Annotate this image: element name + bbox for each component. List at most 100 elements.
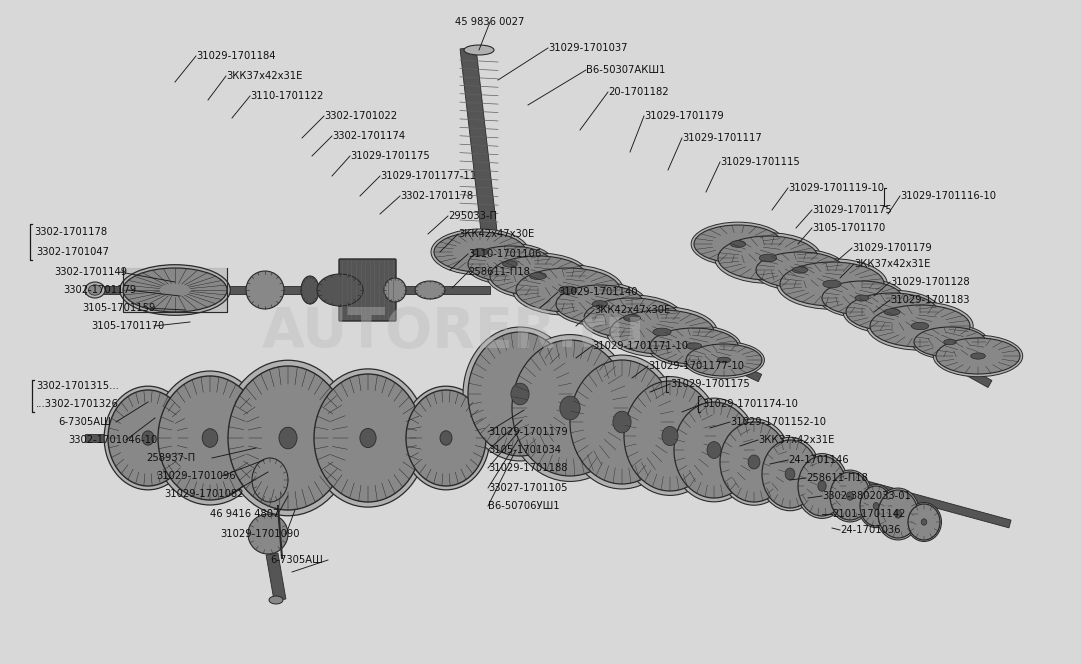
Ellipse shape: [858, 485, 894, 528]
Ellipse shape: [580, 295, 683, 341]
Ellipse shape: [717, 419, 791, 505]
Ellipse shape: [823, 280, 841, 288]
Ellipse shape: [556, 285, 644, 323]
Text: 258611-П18: 258611-П18: [806, 473, 868, 483]
Polygon shape: [486, 378, 1011, 528]
Ellipse shape: [907, 503, 942, 541]
Text: 31029-1701174-10: 31029-1701174-10: [702, 399, 798, 409]
Ellipse shape: [246, 271, 284, 309]
Ellipse shape: [402, 386, 490, 490]
Ellipse shape: [584, 298, 680, 338]
Text: 3110-1701106: 3110-1701106: [468, 249, 542, 259]
Ellipse shape: [731, 240, 746, 247]
Ellipse shape: [301, 276, 319, 304]
Text: 31029-1701117: 31029-1701117: [682, 133, 762, 143]
Ellipse shape: [670, 398, 758, 502]
Ellipse shape: [870, 305, 970, 347]
Polygon shape: [713, 228, 992, 388]
Polygon shape: [456, 234, 762, 382]
Ellipse shape: [756, 252, 844, 288]
Ellipse shape: [777, 259, 888, 309]
Ellipse shape: [108, 390, 188, 486]
Ellipse shape: [468, 246, 552, 282]
Ellipse shape: [613, 411, 631, 433]
Ellipse shape: [780, 262, 884, 306]
Ellipse shape: [85, 282, 105, 298]
Ellipse shape: [490, 256, 586, 296]
Ellipse shape: [158, 376, 262, 500]
FancyBboxPatch shape: [339, 259, 396, 321]
Ellipse shape: [828, 470, 872, 522]
Ellipse shape: [120, 265, 230, 315]
Ellipse shape: [592, 301, 608, 307]
Ellipse shape: [624, 381, 716, 491]
Ellipse shape: [921, 519, 926, 525]
Ellipse shape: [511, 383, 529, 405]
Ellipse shape: [936, 338, 1020, 374]
Ellipse shape: [142, 431, 154, 445]
Ellipse shape: [762, 440, 818, 508]
Text: 31029-1701177-11: 31029-1701177-11: [381, 171, 476, 181]
Ellipse shape: [431, 229, 529, 275]
Ellipse shape: [433, 232, 526, 272]
Ellipse shape: [123, 268, 227, 312]
Text: 31029-1701152-10: 31029-1701152-10: [730, 417, 826, 427]
Ellipse shape: [884, 309, 900, 315]
Text: 3110-1701122: 3110-1701122: [250, 91, 323, 101]
Ellipse shape: [516, 268, 620, 312]
Text: 3302-1701046-10: 3302-1701046-10: [68, 435, 157, 445]
Ellipse shape: [933, 335, 1023, 376]
Text: 295033-П: 295033-П: [448, 211, 497, 221]
Ellipse shape: [846, 492, 854, 500]
Text: 31029-1701116-10: 31029-1701116-10: [900, 191, 996, 201]
Text: 31029-1701183: 31029-1701183: [890, 295, 970, 305]
Text: 31029-1701037: 31029-1701037: [548, 43, 627, 53]
Ellipse shape: [819, 278, 905, 317]
Text: 31029-1701128: 31029-1701128: [890, 277, 970, 287]
Text: 3105-1701034: 3105-1701034: [488, 445, 561, 455]
Ellipse shape: [415, 281, 445, 299]
Ellipse shape: [686, 344, 762, 376]
Text: 31029-1701177-10: 31029-1701177-10: [648, 361, 744, 371]
Ellipse shape: [624, 315, 640, 321]
Ellipse shape: [792, 267, 808, 273]
Text: 3КК37х42х31Е: 3КК37х42х31Е: [226, 71, 303, 81]
Ellipse shape: [748, 455, 760, 469]
Text: 31029-1701179: 31029-1701179: [488, 427, 568, 437]
Text: AUTORER.ru: AUTORER.ru: [263, 305, 645, 359]
Ellipse shape: [464, 45, 494, 55]
Text: 31029-1701119-10: 31029-1701119-10: [788, 183, 884, 193]
Text: 3302-3802033-01: 3302-3802033-01: [822, 491, 911, 501]
Ellipse shape: [472, 248, 488, 256]
Ellipse shape: [908, 504, 940, 540]
Text: 31029-1701090: 31029-1701090: [221, 529, 299, 539]
Text: 6-7305АШ: 6-7305АШ: [58, 417, 110, 427]
Text: 33027-1701105: 33027-1701105: [488, 483, 568, 493]
Ellipse shape: [570, 360, 673, 484]
Ellipse shape: [406, 390, 486, 486]
Text: 31029-1701140: 31029-1701140: [558, 287, 638, 297]
Text: 3302-1701022: 3302-1701022: [324, 111, 397, 121]
Ellipse shape: [694, 225, 782, 263]
Ellipse shape: [384, 278, 406, 302]
Text: 31029-1701175: 31029-1701175: [812, 205, 892, 215]
Text: 46 9416 4807: 46 9416 4807: [210, 509, 279, 519]
Ellipse shape: [650, 328, 738, 364]
Ellipse shape: [818, 481, 826, 491]
Text: 258937-П: 258937-П: [146, 453, 196, 463]
Ellipse shape: [785, 468, 795, 480]
Ellipse shape: [648, 325, 740, 367]
Ellipse shape: [465, 243, 555, 285]
Text: 31029-1701179: 31029-1701179: [852, 243, 932, 253]
Text: 31029-1701175: 31029-1701175: [350, 151, 430, 161]
Ellipse shape: [154, 371, 267, 505]
Ellipse shape: [228, 366, 348, 510]
Ellipse shape: [971, 353, 986, 359]
Text: 3302-1701047: 3302-1701047: [36, 247, 109, 257]
Text: 3КК37х42х31Е: 3КК37х42х31Е: [758, 435, 835, 445]
Text: 31029-1701082: 31029-1701082: [164, 489, 243, 499]
Ellipse shape: [313, 374, 422, 502]
Text: 3КК37х42х31Е: 3КК37х42х31Е: [854, 259, 931, 269]
Ellipse shape: [798, 456, 846, 516]
Ellipse shape: [691, 222, 785, 266]
